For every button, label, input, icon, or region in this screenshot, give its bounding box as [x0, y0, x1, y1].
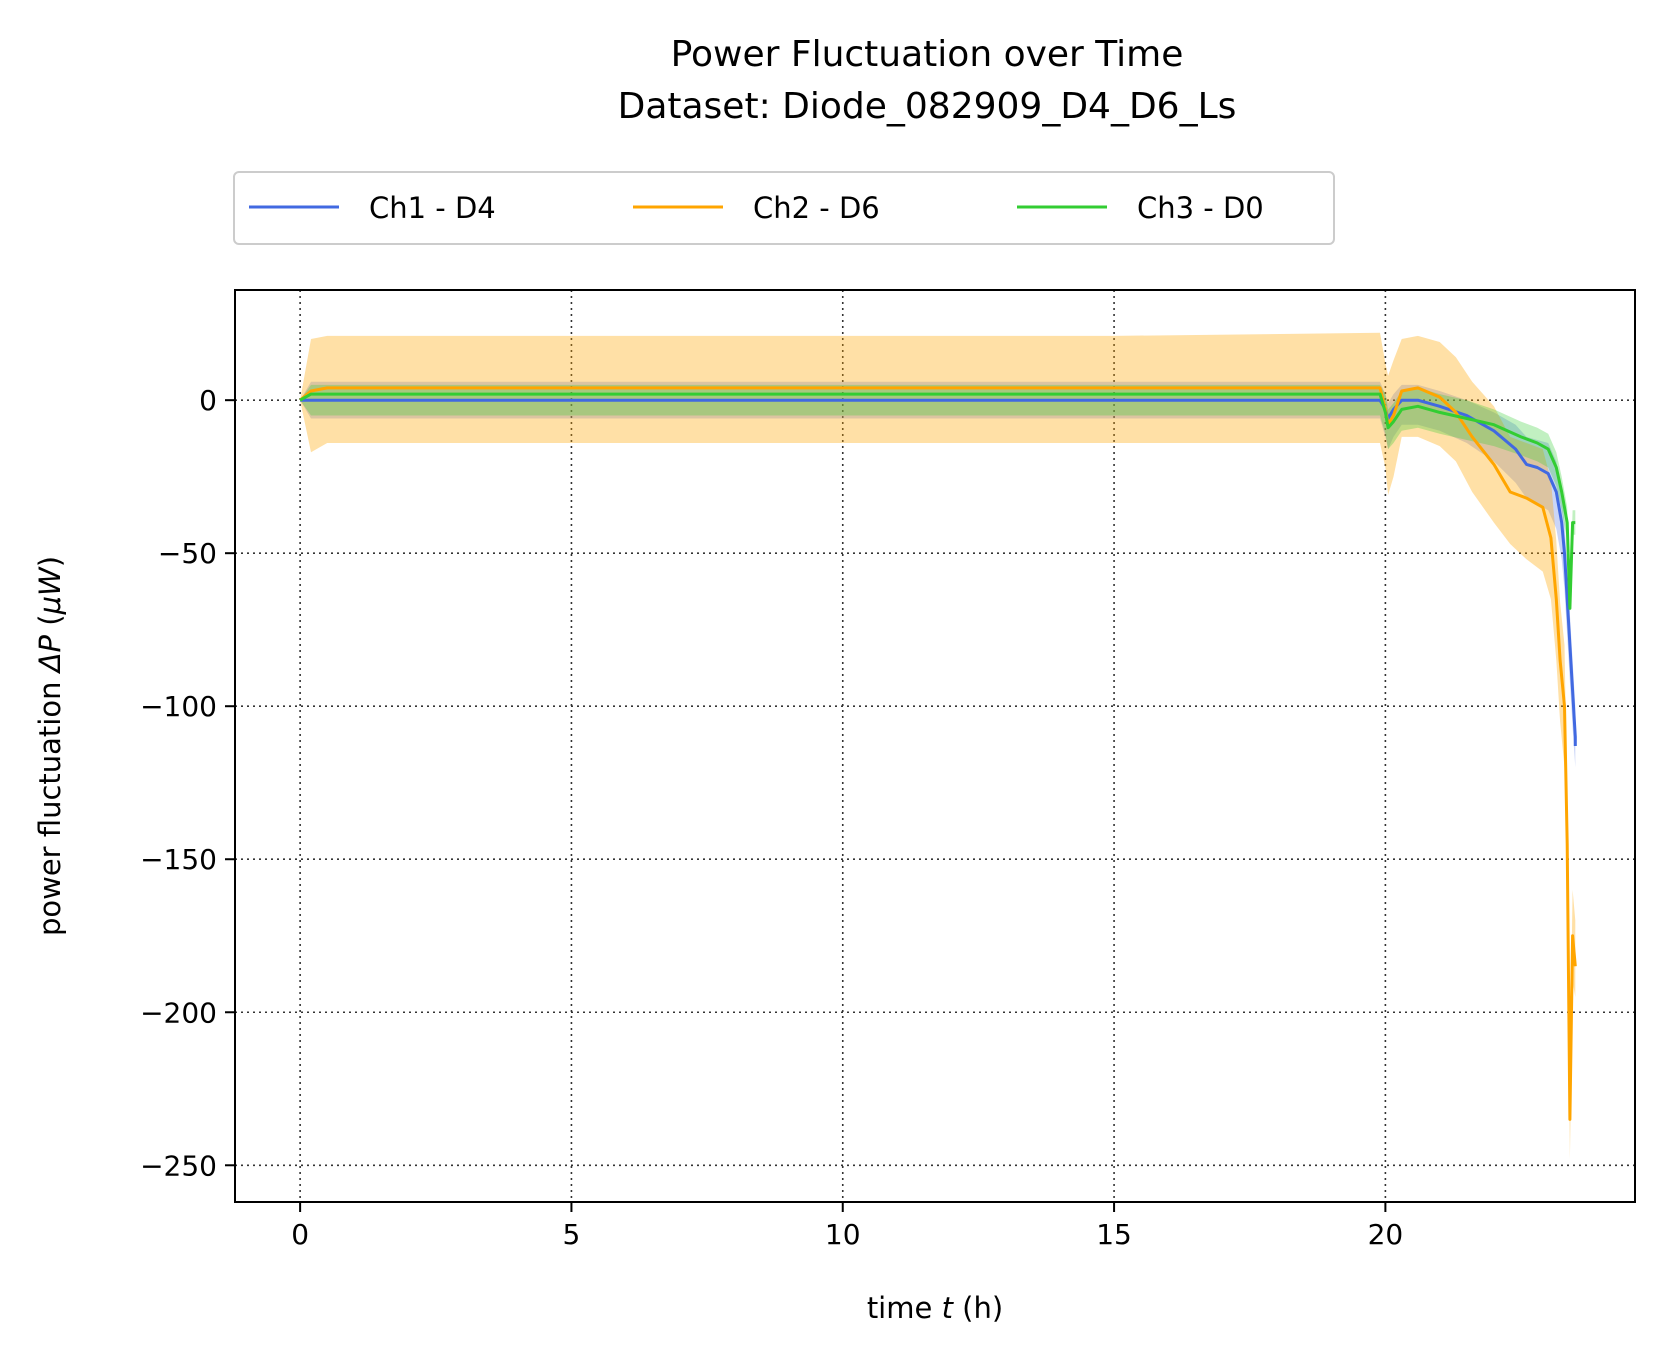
series-band-1: [300, 381, 1576, 768]
y-ticks: 0 −50 −100 −150 −200 −250: [140, 384, 235, 1182]
grid: [235, 290, 1635, 1202]
y-tick-label: −50: [158, 537, 217, 570]
x-tick-label: 15: [1096, 1218, 1132, 1251]
legend-label-ch3: Ch3 - D0: [1137, 191, 1264, 225]
y-tick-label: −100: [140, 690, 217, 723]
x-axis-label: time t (h): [867, 1291, 1003, 1325]
series-line-2: [299, 386, 1577, 1121]
legend-label-ch2: Ch2 - D6: [753, 191, 880, 225]
x-ticks: 0 5 10 15 20: [291, 1202, 1403, 1251]
series-lines: [299, 386, 1577, 1121]
x-tick-label: 10: [825, 1218, 861, 1251]
chart-subtitle: Dataset: Diode_082909_D4_D6_Ls: [618, 86, 1237, 127]
chart-title: Power Fluctuation over Time: [671, 34, 1184, 75]
legend-label-ch1: Ch1 - D4: [369, 191, 496, 225]
y-axis-label: power fluctuation ΔP (μW): [33, 556, 67, 936]
legend-box: [233, 171, 1335, 245]
y-tick-label: −150: [140, 843, 217, 876]
x-tick-label: 5: [563, 1218, 581, 1251]
x-tick-label: 0: [291, 1218, 309, 1251]
series-line-3: [299, 392, 1576, 610]
plot-frame: [234, 289, 1636, 1203]
x-tick-label: 20: [1368, 1218, 1404, 1251]
legend: Ch1 - D4 Ch2 - D6 Ch3 - D0: [233, 171, 1335, 245]
y-tick-label: −250: [140, 1149, 217, 1182]
y-tick-label: 0: [199, 384, 217, 417]
y-tick-label: −200: [140, 996, 217, 1029]
